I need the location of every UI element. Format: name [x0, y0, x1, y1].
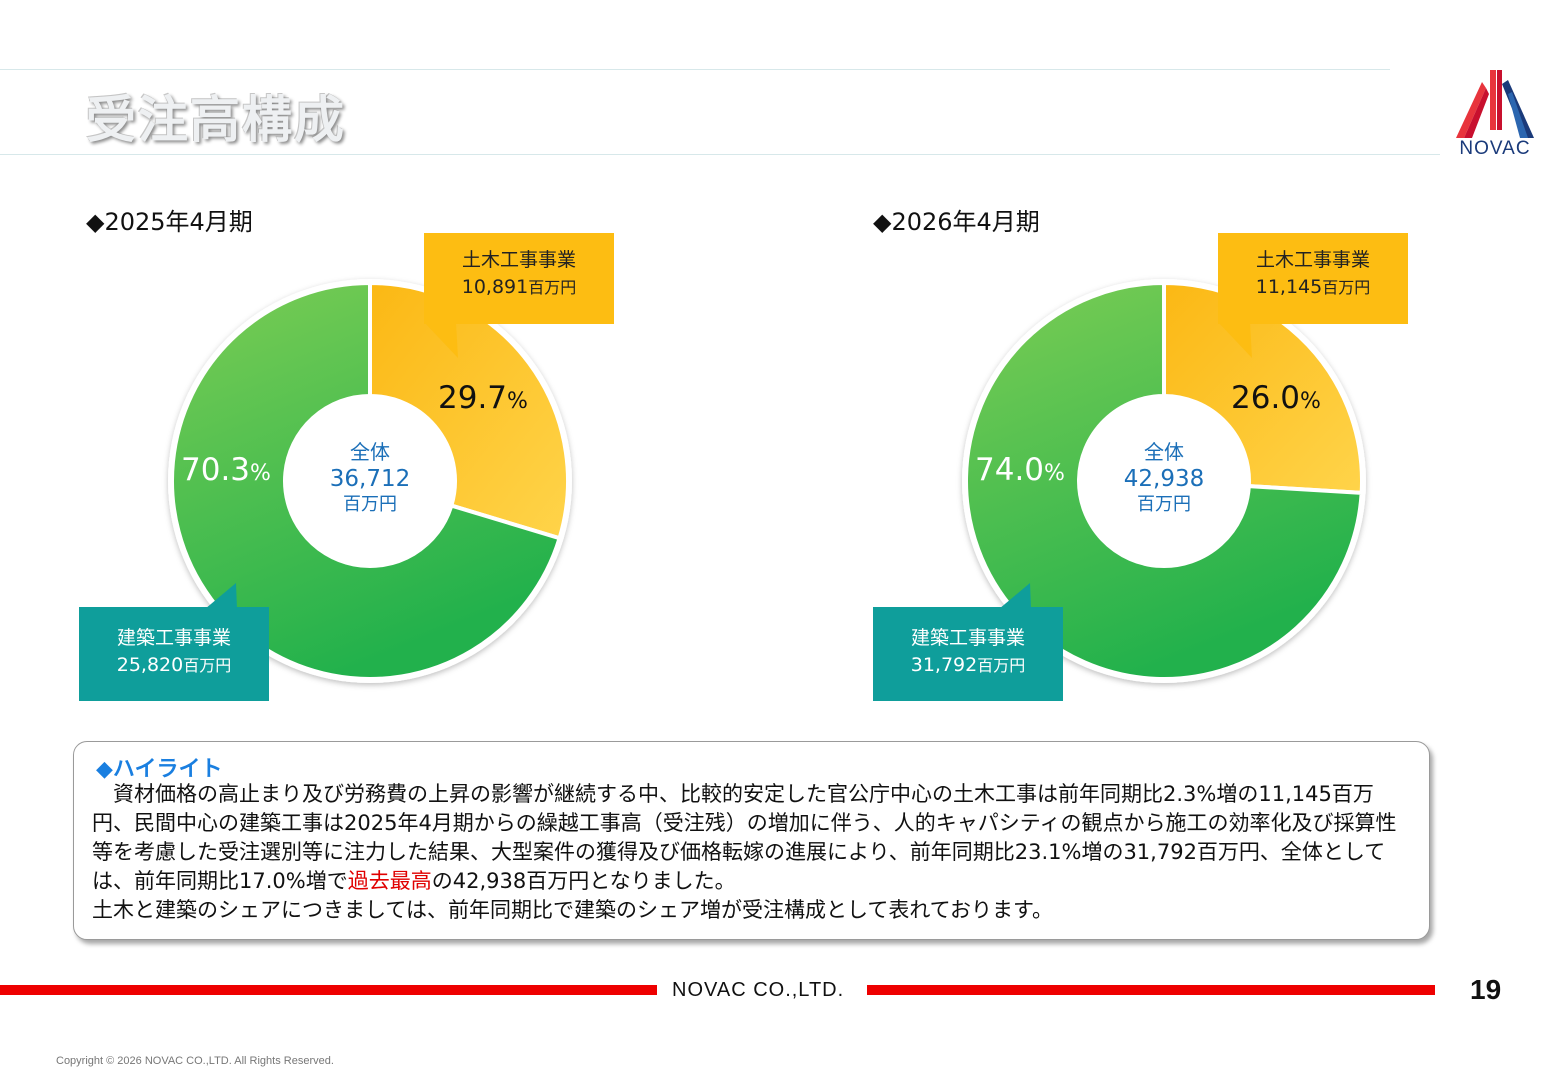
center-label: 全体 — [350, 440, 390, 464]
highlight-text-2: 土木と建築のシェアにつきましては、前年同期比で建築のシェア増が受注構成として表れ… — [92, 898, 1053, 922]
highlight-text: 資材価格の高止まり及び労務費の上昇の影響が継続する中、比較的安定した官公庁中心の… — [92, 782, 1397, 893]
callout-name: 建築工事事業 — [910, 627, 1025, 649]
callout-value: 10,891百万円 — [461, 276, 577, 298]
center-unit: 百万円 — [1137, 494, 1191, 515]
highlight-heading: ◆ハイライト — [96, 757, 223, 782]
callout-pointer-2025-civil — [424, 322, 458, 358]
novac-logo-icon — [1456, 70, 1534, 138]
highlight-box — [73, 741, 1430, 940]
center-unit: 百万円 — [343, 494, 397, 515]
pct-label-2025-building: 70.3% — [181, 452, 271, 488]
callout-pointer-2026-civil — [1218, 322, 1252, 358]
center-total-2026: 全体 42,938 百万円 — [1089, 439, 1239, 517]
callout-2026-building: 建築工事事業 31,792百万円 — [873, 607, 1063, 701]
center-value: 42,938 — [1123, 466, 1205, 492]
header-rule-bottom — [0, 154, 1440, 155]
callout-name: 土木工事事業 — [1255, 249, 1370, 271]
highlight-emphasis: 過去最高 — [347, 869, 432, 893]
callout-2025-building: 建築工事事業 25,820百万円 — [79, 607, 269, 701]
header-rule-top — [0, 69, 1390, 70]
page-title: 受注高構成 — [86, 91, 346, 149]
center-total-2025: 全体 36,712 百万円 — [295, 439, 445, 517]
footer-bar-left — [0, 985, 657, 995]
callout-value: 25,820百万円 — [116, 654, 232, 676]
chart-2026-title: ◆2026年4月期 — [873, 208, 1040, 236]
logo-wordmark: NOVAC — [1459, 138, 1531, 159]
callout-2026-civil: 土木工事事業 11,145百万円 — [1218, 233, 1408, 324]
center-value: 36,712 — [329, 466, 411, 492]
callout-value: 11,145百万円 — [1255, 276, 1371, 298]
callout-name: 土木工事事業 — [461, 249, 576, 271]
page-number: 19 — [1470, 974, 1502, 1005]
callout-value: 31,792百万円 — [910, 654, 1026, 676]
footer-bar-right — [867, 985, 1435, 995]
callout-pointer-2026-building — [999, 583, 1031, 609]
callout-pointer-2025-building — [205, 583, 237, 609]
callout-2025-civil: 土木工事事業 10,891百万円 — [424, 233, 614, 324]
callout-name: 建築工事事業 — [116, 627, 231, 649]
pct-label-2025-civil: 29.7% — [438, 380, 528, 416]
copyright: Copyright © 2026 NOVAC CO.,LTD. All Righ… — [56, 1055, 334, 1067]
highlight-body: 資材価格の高止まり及び労務費の上昇の影響が継続する中、比較的安定した官公庁中心の… — [92, 780, 1412, 925]
center-label: 全体 — [1144, 440, 1184, 464]
pct-label-2026-civil: 26.0% — [1231, 380, 1321, 416]
footer-company: NOVAC CO.,LTD. — [672, 979, 845, 1001]
chart-2025-title: ◆2025年4月期 — [86, 208, 253, 236]
highlight-text-end: の42,938百万円となりました。 — [431, 869, 736, 893]
pct-label-2026-building: 74.0% — [975, 452, 1065, 488]
